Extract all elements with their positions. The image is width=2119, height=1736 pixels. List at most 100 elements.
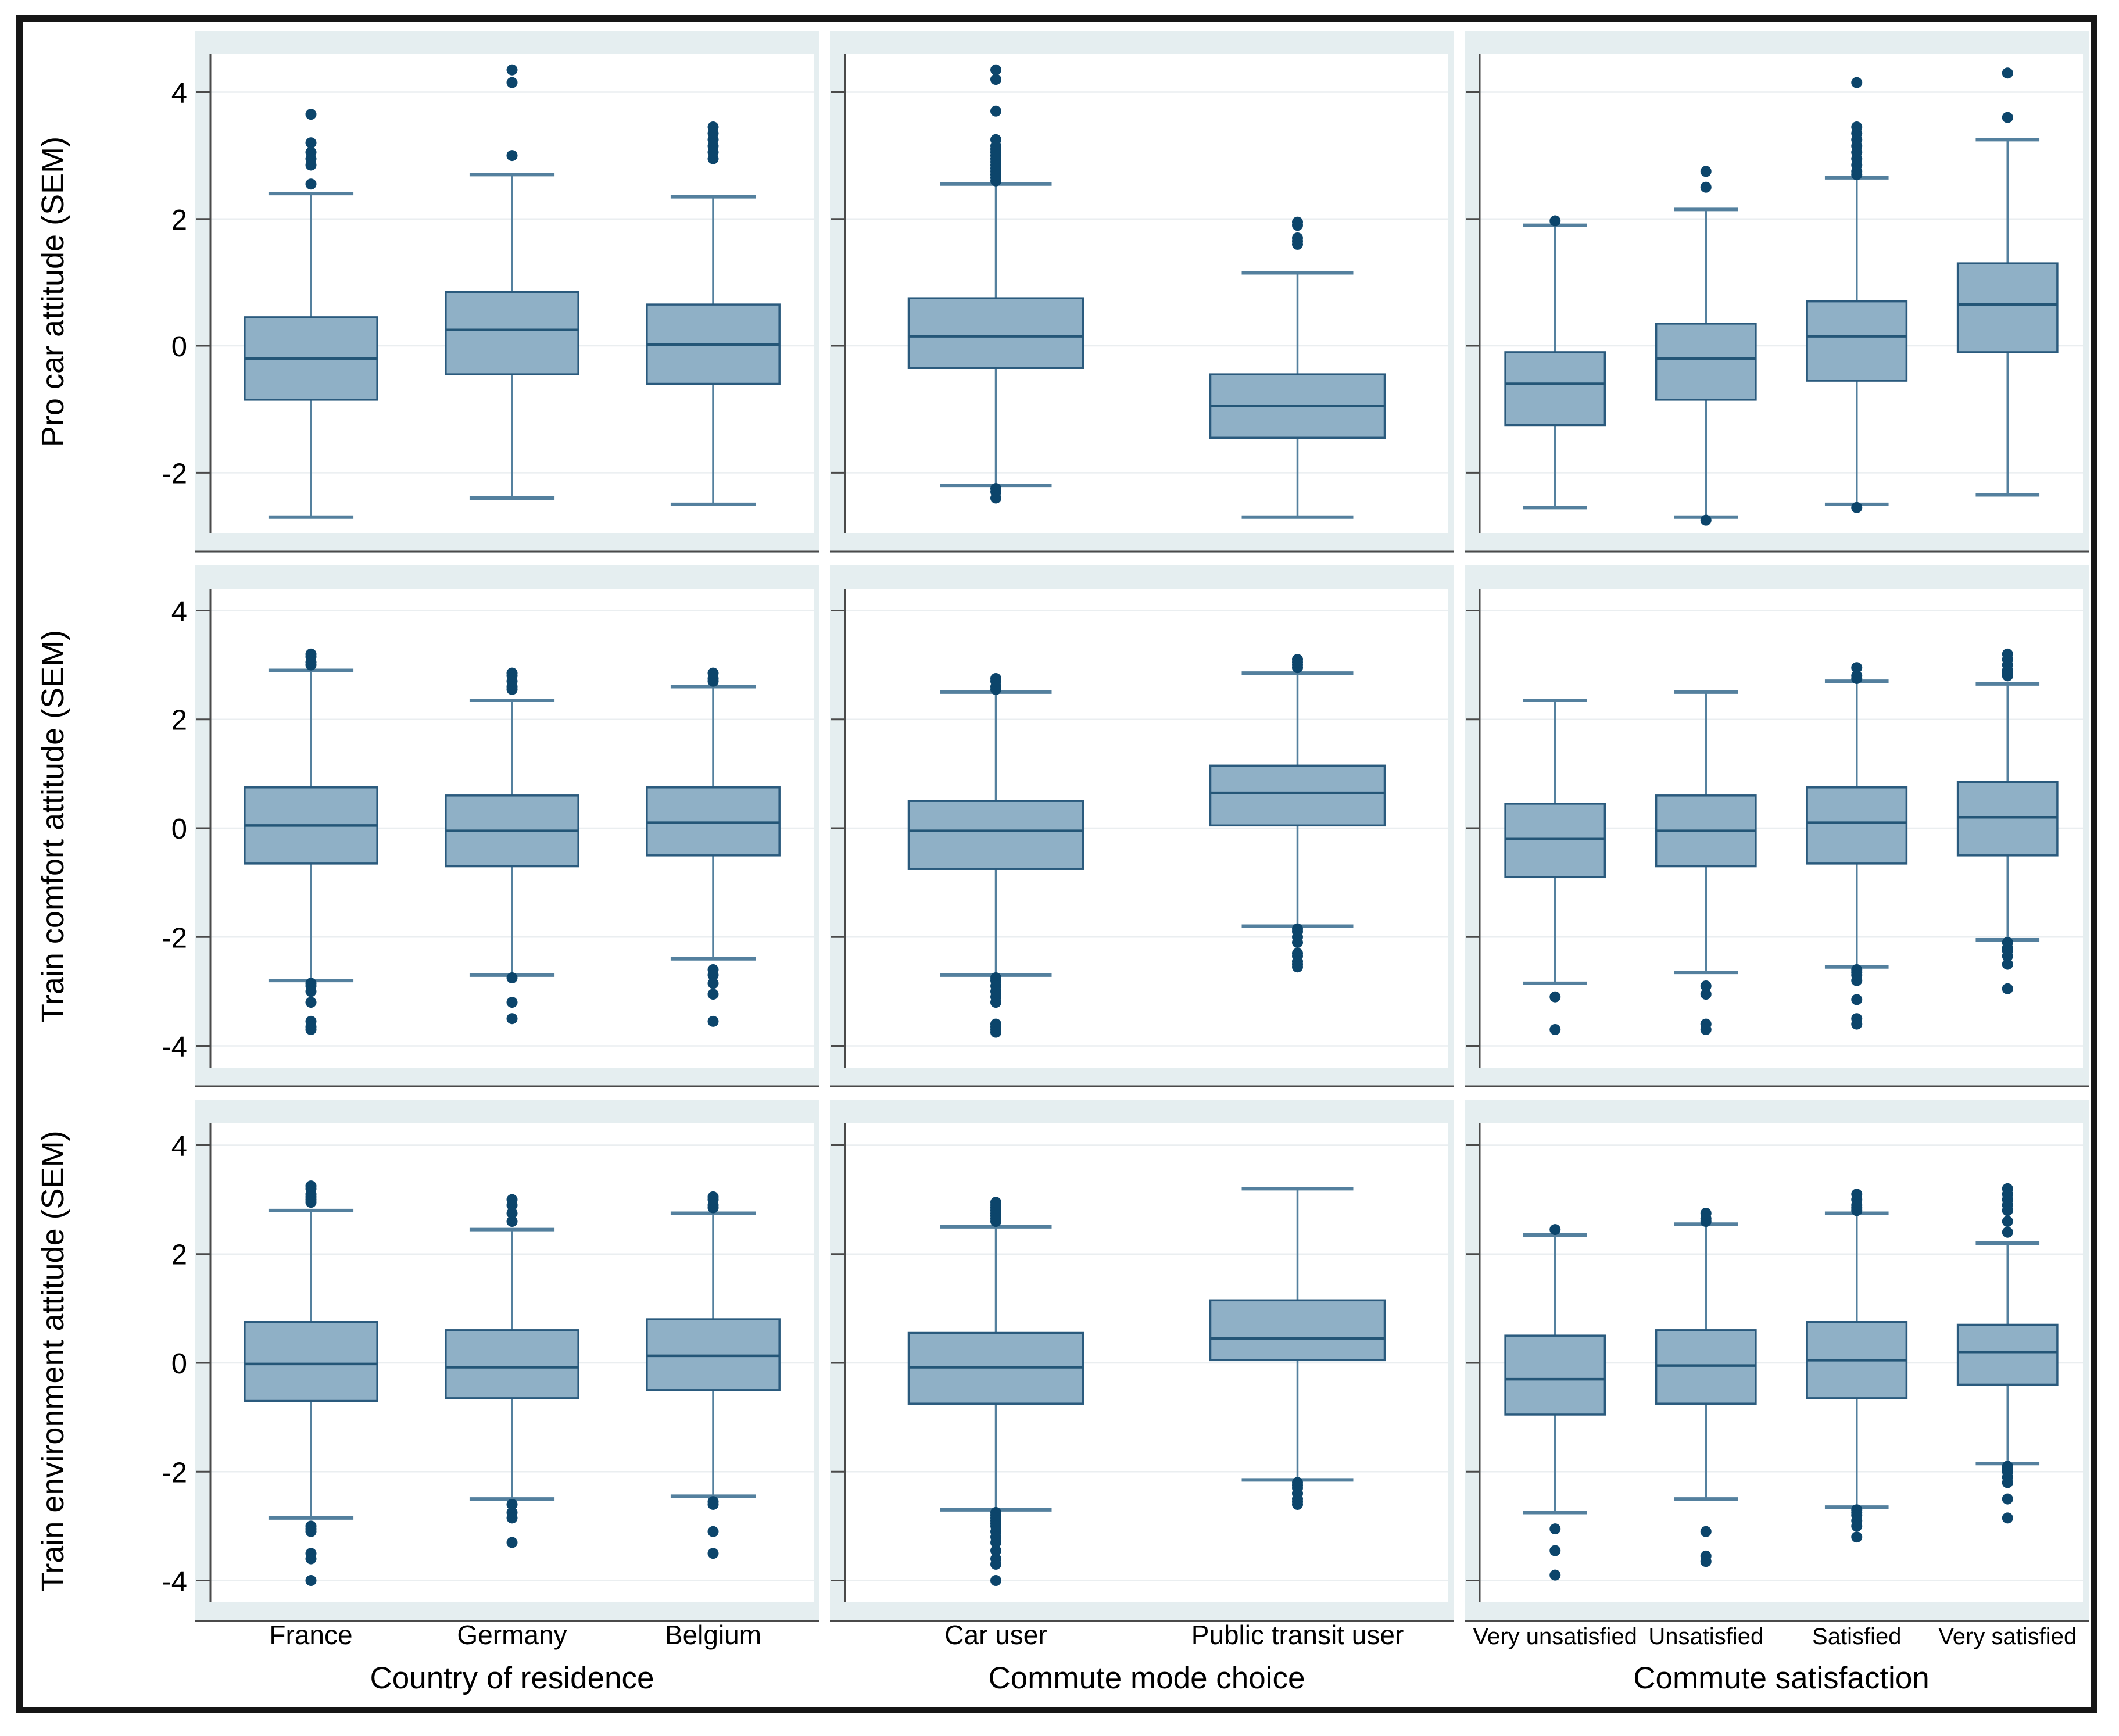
outlier-dot-very-unsatisfied: [1549, 215, 1561, 227]
outlier-dot-satisfied: [1851, 662, 1863, 674]
outlier-dot-france: [305, 1526, 317, 1537]
box-unsatisfied-row0: [1655, 323, 1757, 401]
outlier-dot-very-satisfied: [2002, 958, 2013, 970]
box-public-transit-user-row1: [1209, 764, 1386, 827]
box-very-unsatisfied-row2: [1504, 1334, 1606, 1416]
box-satisfied-row1: [1806, 786, 1908, 865]
box-germany-row0: [445, 291, 579, 375]
outlier-dot-unsatisfied: [1700, 166, 1712, 177]
outlier-dot-car-user: [990, 492, 1001, 504]
box-very-satisfied-row2: [1956, 1323, 2059, 1386]
outlier-dot-public-transit-user: [1292, 1498, 1303, 1510]
outlier-dot-satisfied: [1851, 121, 1863, 133]
outlier-dot-car-user: [990, 134, 1001, 145]
outlier-dot-belgium: [707, 1498, 719, 1510]
outlier-dot-belgium: [707, 1548, 719, 1559]
y-tick-label: -2: [162, 1457, 187, 1488]
outlier-dot-germany: [506, 1013, 518, 1025]
outlier-dot-germany: [506, 667, 518, 679]
box-belgium-row1: [646, 786, 781, 857]
outlier-dot-france: [305, 1023, 317, 1035]
outlier-dot-germany: [506, 1216, 518, 1227]
y-tick-label: -4: [162, 1032, 187, 1063]
outlier-dot-car-user: [990, 1197, 1001, 1208]
outlier-dot-belgium: [707, 978, 719, 989]
box-public-transit-user-row2: [1209, 1299, 1386, 1362]
outlier-dot-germany: [506, 1194, 518, 1205]
x-category-label-very-satisfied: Very satisfied: [1938, 1624, 2077, 1649]
outlier-dot-unsatisfied: [1700, 514, 1712, 526]
box-france-row2: [244, 1321, 378, 1402]
outlier-dot-germany: [506, 1498, 518, 1510]
outlier-dot-germany: [506, 77, 518, 88]
y-tick-label: -2: [162, 458, 187, 489]
outlier-dot-public-transit-user: [1292, 937, 1303, 948]
outlier-dot-very-unsatisfied: [1549, 1569, 1561, 1581]
outlier-dot-car-user: [990, 74, 1001, 85]
box-very-satisfied-row0: [1956, 262, 2059, 353]
box-satisfied-row0: [1806, 300, 1908, 382]
outlier-dot-france: [305, 137, 317, 149]
outlier-dot-france: [305, 986, 317, 997]
x-category-label-unsatisfied: Unsatisfied: [1648, 1624, 1763, 1649]
outlier-dot-very-unsatisfied: [1549, 1523, 1561, 1535]
outlier-dot-satisfied: [1851, 1520, 1863, 1532]
outlier-dot-satisfied: [1851, 1189, 1863, 1200]
x-category-label-car-user: Car user: [944, 1620, 1047, 1650]
outlier-dot-public-transit-user: [1292, 216, 1303, 228]
outlier-dot-very-satisfied: [2002, 1226, 2013, 1238]
y-tick-label: 0: [171, 331, 187, 363]
outlier-dot-car-user: [990, 1537, 1001, 1548]
x-category-label-satisfied: Satisfied: [1812, 1624, 1901, 1649]
outlier-dot-car-user: [990, 105, 1001, 117]
y-tick-label: 2: [171, 205, 187, 236]
outlier-dot-very-satisfied: [2002, 1216, 2013, 1227]
outlier-dot-belgium: [707, 1191, 719, 1202]
outlier-dot-france: [305, 997, 317, 1008]
y-tick-label: -2: [162, 922, 187, 954]
y-tick-label: 4: [171, 77, 187, 109]
x-category-label-belgium: Belgium: [665, 1620, 761, 1650]
outlier-dot-unsatisfied: [1700, 980, 1712, 992]
outlier-dot-public-transit-user: [1292, 961, 1303, 973]
x-category-label-france: France: [269, 1620, 352, 1650]
y-axis-label-train-comfort-attitude-sem-: Train comfort attitude (SEM): [35, 630, 70, 1023]
x-axis-title-country-of-residence: Country of residence: [370, 1661, 654, 1695]
outlier-dot-unsatisfied: [1700, 1208, 1712, 1219]
outlier-dot-car-user: [990, 64, 1001, 76]
outlier-dot-public-transit-user: [1292, 232, 1303, 244]
outlier-dot-very-satisfied: [2002, 950, 2013, 962]
outlier-dot-very-unsatisfied: [1549, 991, 1561, 1003]
outlier-dot-very-satisfied: [2002, 112, 2013, 123]
outlier-dot-unsatisfied: [1700, 1556, 1712, 1567]
outlier-dot-belgium: [707, 121, 719, 133]
outlier-dot-belgium: [707, 969, 719, 981]
outlier-dot-france: [305, 109, 317, 120]
outlier-dot-unsatisfied: [1700, 989, 1712, 1000]
outlier-dot-unsatisfied: [1700, 1526, 1712, 1537]
outlier-dot-very-satisfied: [2002, 1183, 2013, 1194]
outlier-dot-car-user: [990, 1558, 1001, 1570]
outlier-dot-satisfied: [1851, 670, 1863, 682]
outlier-dot-belgium: [707, 667, 719, 679]
y-tick-label: 0: [171, 1348, 187, 1380]
plot-area-row0-col1: [845, 54, 1448, 533]
x-category-label-public-transit-user: Public transit user: [1191, 1620, 1404, 1650]
outlier-dot-satisfied: [1851, 502, 1863, 513]
outlier-dot-very-satisfied: [2002, 648, 2013, 660]
outlier-dot-public-transit-user: [1292, 654, 1303, 665]
outlier-dot-car-user: [990, 1026, 1001, 1038]
outlier-dot-france: [305, 178, 317, 190]
outlier-dot-germany: [506, 997, 518, 1008]
outlier-dot-satisfied: [1851, 975, 1863, 986]
box-unsatisfied-row2: [1655, 1329, 1757, 1405]
outlier-dot-germany: [506, 150, 518, 162]
outlier-dot-very-unsatisfied: [1549, 1023, 1561, 1035]
outlier-dot-unsatisfied: [1700, 1023, 1712, 1035]
outlier-dot-satisfied: [1851, 1018, 1863, 1030]
outlier-dot-very-satisfied: [2002, 67, 2013, 79]
outlier-dot-belgium: [707, 1526, 719, 1537]
outlier-dot-france: [305, 1180, 317, 1192]
box-very-unsatisfied-row1: [1504, 803, 1606, 879]
